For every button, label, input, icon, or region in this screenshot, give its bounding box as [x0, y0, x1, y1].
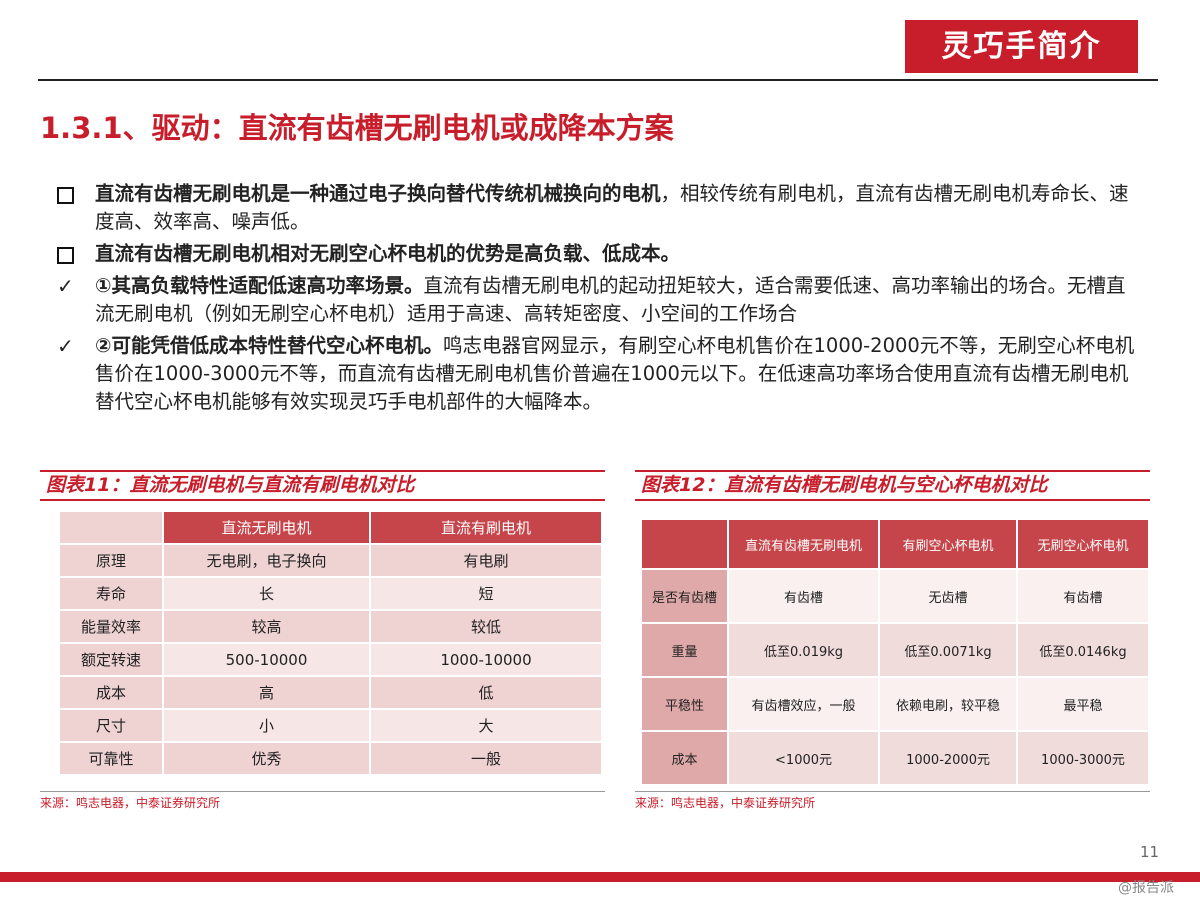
table-cell: 小 — [162, 708, 371, 743]
check-marker: ✓ — [57, 274, 74, 298]
row-label: 可靠性 — [58, 741, 164, 776]
check-marker: ✓ — [57, 334, 74, 358]
row-label: 额定转速 — [58, 642, 164, 677]
table-cell: 一般 — [369, 741, 603, 776]
data-table: 直流有齿槽无刷电机 有刷空心杯电机 无刷空心杯电机 是否有齿槽 有齿槽 无齿槽 有齿槽 重量低… — [640, 518, 1151, 786]
bullet-text: ，相较传统有刷电机，直流有齿槽无刷电机寿命长、速度高、效率高、噪声低。 — [95, 182, 1129, 233]
table-cell: 有齿槽 — [1015, 568, 1151, 624]
table-cell: 低至0.019kg — [726, 622, 881, 678]
figure-panel: 图表11：直流无刷电机与直流有刷电机对比 来源：鸣志电器，中泰证券研究所 直流无… — [40, 470, 605, 810]
row-label: 寿命 — [58, 576, 164, 611]
table-cell: 优秀 — [162, 741, 371, 776]
table-row: 平稳性 有齿槽效应，一般 依赖电刷，较平稳 最平稳 — [640, 676, 1151, 732]
table-cell: 1000-2000元 — [878, 730, 1018, 786]
table-row: 能量效率 较高 较低 — [58, 609, 603, 644]
table-row: 重量 低至0.019kg 低至0.0071kg 低至0.0146kg — [640, 622, 1151, 678]
table-cell: 依赖电刷，较平稳 — [878, 676, 1018, 732]
divider — [38, 79, 1158, 81]
row-label: 平稳性 — [640, 676, 729, 732]
watermark: @报告派 — [1118, 880, 1174, 896]
bullet-bold: 直流有齿槽无刷电机相对无刷空心杯电机的优势是高负载、低成本。 — [95, 242, 681, 265]
header-cell: 直流有齿槽无刷电机 — [726, 518, 881, 570]
footer-bar — [0, 872, 1200, 882]
table-row: 成本 <1000元 1000-2000元 1000-3000元 — [640, 730, 1151, 786]
square-marker — [57, 247, 74, 264]
table-cell: 有电刷 — [369, 543, 603, 578]
table-cell: 有齿槽效应，一般 — [726, 676, 881, 732]
table-row: 可靠性 优秀 一般 — [58, 741, 603, 776]
figure-title: 图表11：直流无刷电机与直流有刷电机对比 — [40, 470, 605, 501]
table-cell: 低 — [369, 675, 603, 710]
row-label: 原理 — [58, 543, 164, 578]
table-cell: 高 — [162, 675, 371, 710]
table-row: 是否有齿槽 有齿槽 无齿槽 有齿槽 — [640, 568, 1151, 624]
table-cell: 较高 — [162, 609, 371, 644]
table-cell: 短 — [369, 576, 603, 611]
table-cell: 大 — [369, 708, 603, 743]
bullet-bold: ①其高负载特性适配低速高功率场景。 — [95, 274, 424, 297]
bullet-bold: ②可能凭借低成本特性替代空心杯电机。 — [95, 334, 444, 357]
table-cell: <1000元 — [726, 730, 881, 786]
row-label: 能量效率 — [58, 609, 164, 644]
row-label: 尺寸 — [58, 708, 164, 743]
page-number: 11 — [1140, 843, 1160, 861]
bullet: 直流有齿槽无刷电机是一种通过电子换向替代传统机械换向的电机，相较传统有刷电机，直… — [55, 180, 1145, 236]
table-cell: 1000-10000 — [369, 642, 603, 677]
table-row: 成本高低 — [58, 675, 603, 710]
bullet: ✓ ②可能凭借低成本特性替代空心杯电机。鸣志电器官网显示，有刷空心杯电机售价在10… — [55, 332, 1145, 416]
bullet-text: 鸣志电器官网显示，有刷空心杯电机售价在1000-2000元不等，无刷空心杯电机售… — [95, 334, 1135, 413]
table-cell: 低至0.0146kg — [1015, 622, 1151, 678]
bullet-list: 直流有齿槽无刷电机是一种通过电子换向替代传统机械换向的电机，相较传统有刷电机，直… — [55, 180, 1145, 420]
figure-panel: 图表12：直流有齿槽无刷电机与空心杯电机对比 来源：鸣志电器，中泰证券研究所 直… — [635, 470, 1151, 811]
table-row: 尺寸小大 — [58, 708, 603, 743]
figure-source: 来源：鸣志电器，中泰证券研究所 — [635, 791, 1150, 811]
table-cell: 较低 — [369, 609, 603, 644]
corner-cell — [640, 518, 729, 570]
bullet-bold: 直流有齿槽无刷电机是一种通过电子换向替代传统机械换向的电机 — [95, 182, 661, 205]
table-row: 原理 无电刷，电子换向 有电刷 — [58, 543, 603, 578]
table-cell: 无齿槽 — [878, 568, 1018, 624]
table-row: 寿命长短 — [58, 576, 603, 611]
row-label: 成本 — [58, 675, 164, 710]
table-cell: 长 — [162, 576, 371, 611]
slide-title: 1.3.1、驱动：直流有齿槽无刷电机或成降本方案 — [40, 111, 674, 145]
bullet-text: 直流有齿槽无刷电机的起动扭矩较大，适合需要低速、高功率输出的场合。无槽直流无刷电… — [95, 274, 1126, 325]
figure-title: 图表12：直流有齿槽无刷电机与空心杯电机对比 — [635, 470, 1150, 501]
section-tag: 灵巧手简介 — [905, 20, 1138, 73]
table-cell: 500-10000 — [162, 642, 371, 677]
header-cell: 有刷空心杯电机 — [878, 518, 1018, 570]
table-row: 额定转速 500-10000 1000-10000 — [58, 642, 603, 677]
row-label: 重量 — [640, 622, 729, 678]
bullet: 直流有齿槽无刷电机相对无刷空心杯电机的优势是高负载、低成本。 — [55, 240, 1145, 268]
header-cell: 直流有刷电机 — [369, 510, 603, 545]
table-cell: 有齿槽 — [726, 568, 881, 624]
data-table: 直流无刷电机 直流有刷电机 原理 无电刷，电子换向 有电刷 寿命长短能量效率 较高 较低 额定转… — [58, 510, 603, 776]
header-cell: 无刷空心杯电机 — [1015, 518, 1151, 570]
table-cell: 1000-3000元 — [1015, 730, 1151, 786]
figure-source: 来源：鸣志电器，中泰证券研究所 — [40, 791, 605, 811]
header-row: 直流无刷电机 直流有刷电机 — [58, 510, 603, 545]
table-cell: 低至0.0071kg — [878, 622, 1018, 678]
row-label: 成本 — [640, 730, 729, 786]
bullet: ✓ ①其高负载特性适配低速高功率场景。直流有齿槽无刷电机的起动扭矩较大，适合需要低… — [55, 272, 1145, 328]
row-label: 是否有齿槽 — [640, 568, 729, 624]
header-cell: 直流无刷电机 — [162, 510, 371, 545]
table-cell: 无电刷，电子换向 — [162, 543, 371, 578]
corner-cell — [58, 510, 164, 545]
square-marker — [57, 187, 74, 204]
table-cell: 最平稳 — [1015, 676, 1151, 732]
header-row: 直流有齿槽无刷电机 有刷空心杯电机 无刷空心杯电机 — [640, 518, 1151, 570]
